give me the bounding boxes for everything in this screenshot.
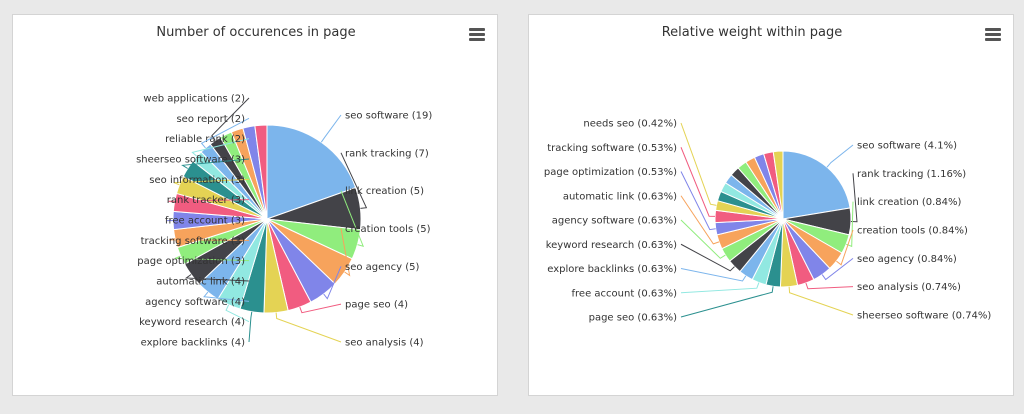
connector-line [340,190,365,247]
slice-label: sheerseo software (0.74%) [857,311,991,322]
connector-line [680,195,720,245]
pie-chart-occurrences: Number of occurences in page seo softwar… [136,25,432,349]
hamburger-menu-icon[interactable] [469,28,485,42]
connector-line [248,311,253,343]
slice-label: page seo (0.63%) [589,313,677,324]
connector-line [826,144,854,168]
connector-line [166,219,250,222]
slice-label: web applications (2) [143,94,245,105]
connector-line [225,304,250,323]
slice-label: link creation (0.84%) [857,197,962,208]
connector-line [200,117,250,149]
connector-line [299,303,342,314]
connector-line [340,228,351,277]
slice-label: seo analysis (0.74%) [857,282,961,293]
slice-label: reliable rank (2) [165,134,245,145]
slice-label: seo report (2) [176,114,245,125]
chart-panel-occurrences: Number of occurences in page seo softwar… [12,14,498,396]
connector-line [191,138,250,157]
slice-label: page optimization (3) [137,256,245,267]
connector-line [680,219,726,259]
slice-label: keyword research (0.63%) [546,240,677,251]
slice-label: creation tools (5) [345,224,431,235]
slice-label: rank tracking (7) [345,148,429,159]
connector-line [680,122,717,206]
slice-label: keyword research (4) [139,317,245,328]
slice-label: seo software (4.1%) [857,141,957,152]
slice-label: tracking software (0.53%) [547,143,677,154]
slice-label: explore backlinks (0.63%) [547,264,677,275]
slice-label: rank tracking (1.16%) [857,169,966,180]
pie-slice[interactable] [266,124,357,220]
pie-chart-weight: Relative weight within page seo software… [544,25,992,324]
slice-label: sheerseo software (3) [136,155,245,166]
connector-line [323,266,342,300]
connector-line [184,274,250,282]
pie-slice[interactable] [772,150,784,220]
slice-label: automatic link (0.63%) [563,191,677,202]
slice-label: seo software (19) [345,111,432,122]
connector-line [788,286,854,316]
connector-line [168,199,250,203]
connector-line [680,243,735,272]
slice-label: seo information (3) [149,175,245,186]
pie-slice[interactable] [782,150,851,220]
slice-label: automatic link (4) [156,277,245,288]
connector-line [680,171,716,231]
slice-label: seo analysis (4) [345,338,424,349]
connector-line [173,178,250,186]
connector-line [680,268,747,282]
connector-line [680,147,716,217]
slice-label: seo agency (0.84%) [857,254,957,265]
connector-line [203,291,250,302]
connector-line [680,286,774,318]
chart-title: Relative weight within page [662,25,843,40]
slice-label: agency software (0.63%) [552,216,677,227]
connector-line [805,282,854,290]
slice-label: explore backlinks (4) [141,338,245,349]
connector-line [821,257,854,281]
connector-line [340,152,368,209]
connector-line [169,238,250,241]
hamburger-menu-icon[interactable] [985,28,1001,42]
connector-line [850,173,858,223]
connector-line [680,282,760,294]
pie-slice[interactable] [254,124,268,220]
slice-label: needs seo (0.42%) [583,119,677,130]
connector-line [181,158,250,169]
slice-label: seo agency (5) [345,262,419,273]
slice-label: rank tracker (3) [167,195,245,206]
connector-line [211,97,250,141]
slice-label: link creation (5) [345,186,424,197]
slice-label: agency software (4) [145,297,245,308]
chart-panel-weight: Relative weight within page seo software… [528,14,1014,396]
slice-label: page seo (4) [345,300,408,311]
connector-line [275,312,342,343]
slice-label: tracking software (3) [141,236,245,247]
slice-label: page optimization (0.53%) [544,167,677,178]
connector-line [174,255,250,262]
chart-title: Number of occurences in page [156,25,355,40]
connector-line [320,114,342,143]
slice-label: free account (3) [165,216,245,227]
connector-line [836,229,854,266]
slice-label: creation tools (0.84%) [857,226,968,237]
slice-label: free account (0.63%) [572,288,678,299]
